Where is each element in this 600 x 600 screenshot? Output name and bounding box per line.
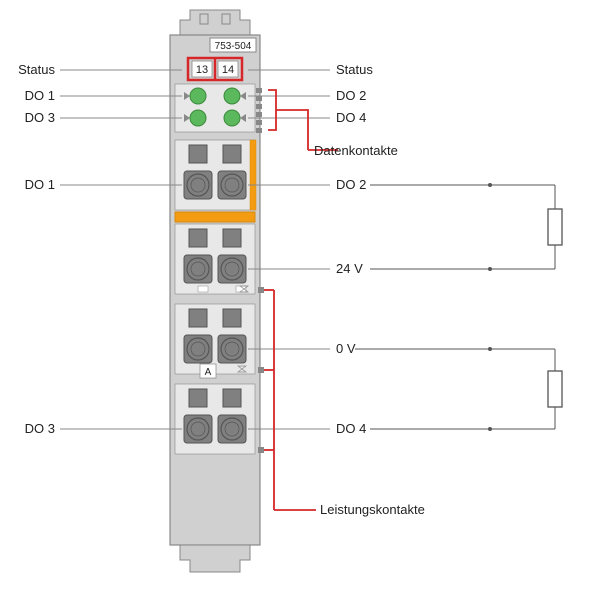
svg-text:DO 4: DO 4	[336, 110, 366, 125]
svg-text:DO 2: DO 2	[336, 88, 366, 103]
svg-text:DO 4: DO 4	[336, 421, 366, 436]
svg-text:DO 2: DO 2	[336, 177, 366, 192]
svg-text:24 V: 24 V	[336, 261, 363, 276]
svg-text:14: 14	[222, 64, 234, 76]
svg-text:753-504: 753-504	[215, 41, 252, 52]
svg-text:Status: Status	[336, 62, 373, 77]
svg-text:Leistungskontakte: Leistungskontakte	[320, 502, 425, 517]
svg-text:A: A	[205, 367, 212, 378]
svg-text:Status: Status	[18, 62, 55, 77]
svg-text:Datenkontakte: Datenkontakte	[314, 143, 398, 158]
svg-text:DO 3: DO 3	[25, 421, 55, 436]
svg-text:DO 1: DO 1	[25, 177, 55, 192]
module-diagram: 753-504 13 14 A Status DO 1 DO 3 DO 1 DO 3 Status…	[0, 0, 600, 600]
svg-text:DO 3: DO 3	[25, 110, 55, 125]
svg-text:0 V: 0 V	[336, 341, 356, 356]
svg-text:DO 1: DO 1	[25, 88, 55, 103]
svg-text:13: 13	[196, 64, 208, 76]
